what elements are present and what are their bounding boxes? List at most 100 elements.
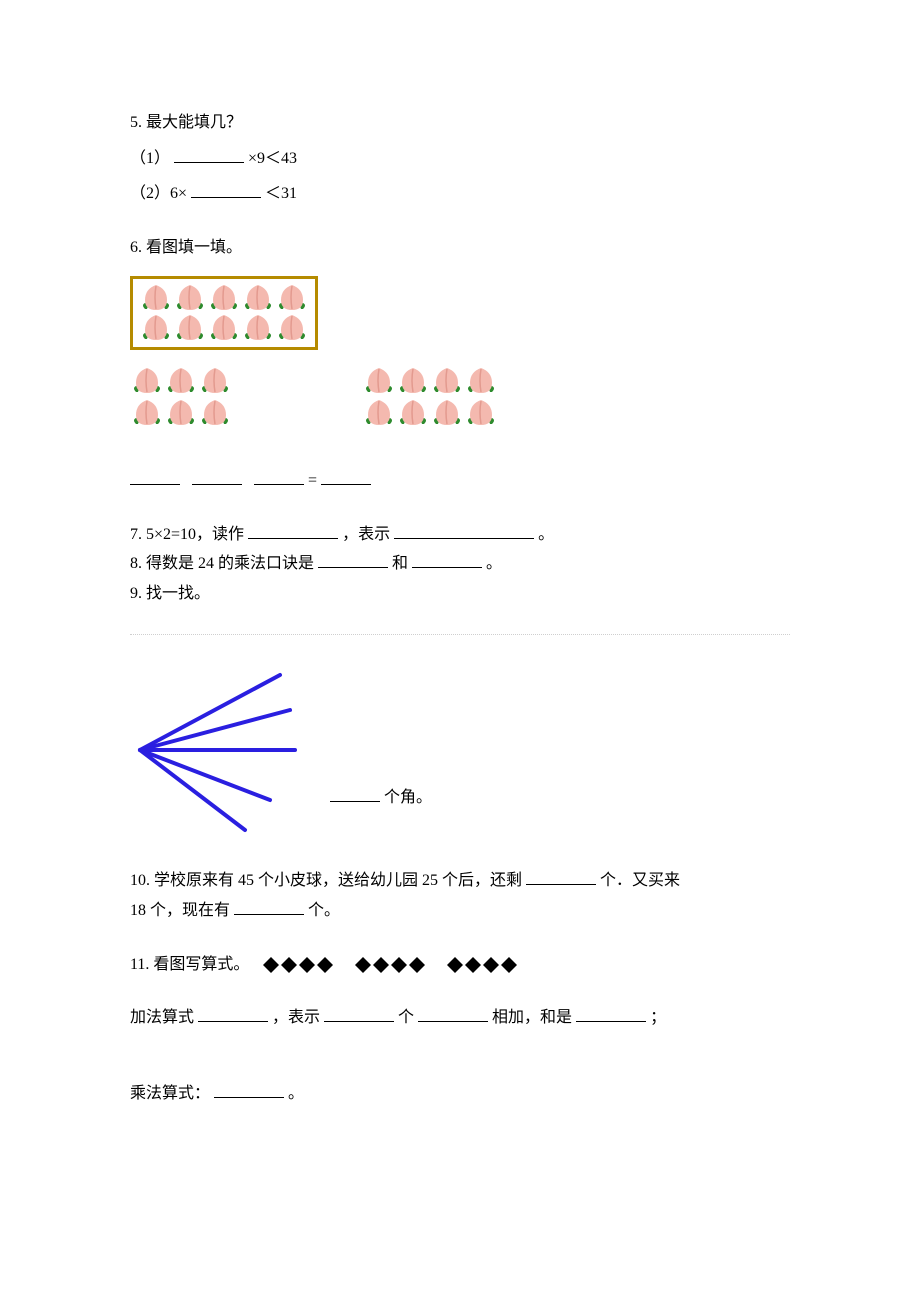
- q11-mul-post: 。: [288, 1085, 304, 1102]
- q10-line1: 10. 学校原来有 45 个小皮球，送给幼儿园 25 个后，还剩 个．又买来: [130, 868, 790, 894]
- peach-icon: [464, 398, 498, 428]
- q8-blank-1[interactable]: [318, 551, 388, 568]
- diamond-icon: [281, 957, 297, 973]
- diamond-icon: [501, 957, 517, 973]
- question-5: 5. 最大能填几？ （1） ×9＜43 （2）6× ＜31: [130, 110, 790, 207]
- q6-blank-3[interactable]: [254, 468, 304, 485]
- q5-title: 5. 最大能填几？: [130, 110, 790, 136]
- diamond-group: [263, 957, 333, 973]
- peach-icon: [430, 398, 464, 428]
- peach-icon: [430, 366, 464, 396]
- peach-row: [139, 283, 309, 313]
- peach-row: [362, 366, 498, 396]
- q7-blank-2[interactable]: [394, 522, 534, 539]
- peach-row: [130, 366, 232, 396]
- diamond-icon: [409, 957, 425, 973]
- peach-icon: [130, 366, 164, 396]
- q11-mul-pre: 乘法算式：: [130, 1085, 210, 1102]
- q9-label-post: 个角。: [384, 789, 432, 806]
- q11-add-mid1: ，表示: [272, 1009, 320, 1026]
- q7-pre: 7. 5×2=10，读作: [130, 526, 244, 543]
- q10-line2-post: 个。: [308, 902, 340, 919]
- question-10: 10. 学校原来有 45 个小皮球，送给幼儿园 25 个后，还剩 个．又买来 1…: [130, 868, 790, 923]
- peach-icon: [275, 283, 309, 313]
- q5-line1-post: ×9＜43: [248, 150, 297, 167]
- question-11: 11. 看图写算式。 加法算式 ，表示 个 相加，和是 ； 乘法算式： 。: [130, 952, 790, 1107]
- diamond-icon: [391, 957, 407, 973]
- q11-add-pre: 加法算式: [130, 1009, 194, 1026]
- peach-icon: [362, 366, 396, 396]
- q5-line1: （1） ×9＜43: [130, 146, 790, 172]
- diamond-icon: [317, 957, 333, 973]
- peach-icon: [173, 313, 207, 343]
- q10-line2: 18 个，现在有 个。: [130, 898, 790, 924]
- q7-post: 。: [538, 526, 554, 543]
- q9-blank[interactable]: [330, 785, 380, 802]
- q5-line2-post: ＜31: [265, 185, 297, 202]
- q6-blank-1[interactable]: [130, 468, 180, 485]
- q6-peach-groups: [130, 366, 790, 428]
- q5-blank-1[interactable]: [174, 146, 244, 163]
- q6-peach-group-a: [130, 366, 232, 428]
- q9-figure: 个角。: [130, 655, 790, 840]
- q5-line1-pre: （1）: [130, 150, 170, 167]
- q5-line2-pre: （2）6×: [130, 185, 187, 202]
- peach-row: [362, 398, 498, 428]
- q6-peach-group-b: [362, 366, 498, 428]
- peach-icon: [139, 313, 173, 343]
- diamond-group: [447, 957, 517, 973]
- peach-icon: [396, 366, 430, 396]
- q7-blank-1[interactable]: [248, 522, 338, 539]
- diamond-row: [263, 957, 517, 973]
- q11-add-post: ；: [650, 1009, 666, 1026]
- question-6: 6. 看图填一填。 =: [130, 235, 790, 494]
- peach-icon: [130, 398, 164, 428]
- diamond-icon: [373, 957, 389, 973]
- q11-blank-5[interactable]: [214, 1081, 284, 1098]
- q5-blank-2[interactable]: [191, 181, 261, 198]
- peach-icon: [198, 398, 232, 428]
- q11-blank-2[interactable]: [324, 1005, 394, 1022]
- q6-equation: =: [130, 468, 790, 494]
- diamond-icon: [355, 957, 371, 973]
- peach-icon: [396, 398, 430, 428]
- q11-blank-4[interactable]: [576, 1005, 646, 1022]
- q7-mid: ，表示: [342, 526, 390, 543]
- q8-pre: 8. 得数是 24 的乘法口诀是: [130, 555, 314, 572]
- q11-add-mid3: 相加，和是: [492, 1009, 572, 1026]
- q11-blank-1[interactable]: [198, 1005, 268, 1022]
- peach-icon: [173, 283, 207, 313]
- q8-blank-2[interactable]: [412, 551, 482, 568]
- peach-icon: [275, 313, 309, 343]
- peach-icon: [207, 283, 241, 313]
- q6-title: 6. 看图填一填。: [130, 235, 790, 261]
- peach-row: [130, 398, 232, 428]
- q11-multiplication-line: 乘法算式： 。: [130, 1081, 790, 1107]
- diamond-group: [355, 957, 425, 973]
- q11-addition-line: 加法算式 ，表示 个 相加，和是 ；: [130, 1005, 790, 1031]
- peach-icon: [207, 313, 241, 343]
- q11-blank-3[interactable]: [418, 1005, 488, 1022]
- q8-mid: 和: [392, 555, 408, 572]
- peach-icon: [198, 366, 232, 396]
- q11-title-row: 11. 看图写算式。: [130, 952, 790, 978]
- q10-blank-2[interactable]: [234, 898, 304, 915]
- peach-row: [139, 313, 309, 343]
- question-7: 7. 5×2=10，读作 ，表示 。: [130, 522, 790, 548]
- question-7-8-9: 7. 5×2=10，读作 ，表示 。 8. 得数是 24 的乘法口诀是 和 。 …: [130, 522, 790, 607]
- diamond-icon: [299, 957, 315, 973]
- diamond-icon: [465, 957, 481, 973]
- q11-title: 11. 看图写算式。: [130, 956, 249, 973]
- q6-blank-2[interactable]: [192, 468, 242, 485]
- q6-peach-box: [130, 276, 318, 350]
- q8-post: 。: [486, 555, 502, 572]
- q11-add-mid2: 个: [398, 1009, 414, 1026]
- q10-blank-1[interactable]: [526, 868, 596, 885]
- fan-diagram: [130, 655, 310, 840]
- q10-mid: 个．又买来: [600, 872, 680, 889]
- worksheet-page: 5. 最大能填几？ （1） ×9＜43 （2）6× ＜31 6. 看图填一填。 …: [0, 0, 920, 1194]
- q6-eq-mid: =: [308, 472, 317, 489]
- q10-line2-pre: 18 个，现在有: [130, 902, 230, 919]
- q6-blank-4[interactable]: [321, 468, 371, 485]
- q9-answer: 个角。: [330, 785, 432, 811]
